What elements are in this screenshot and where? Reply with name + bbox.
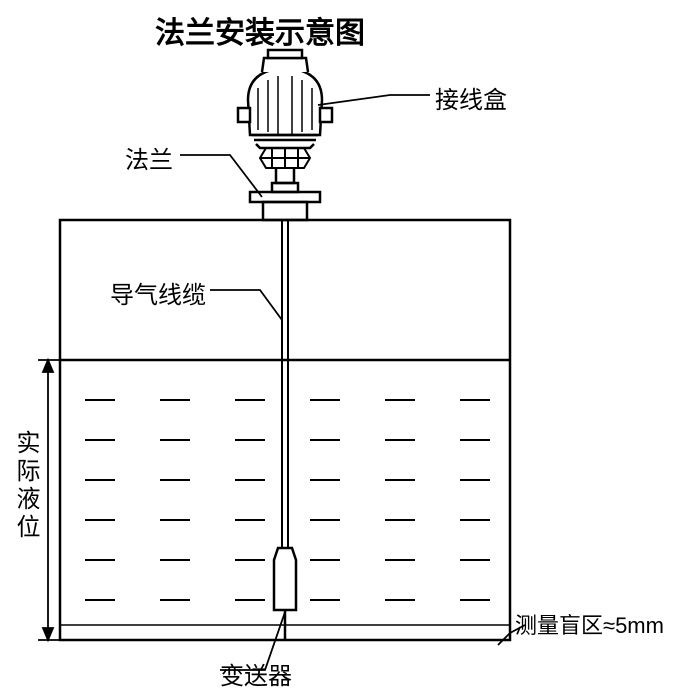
flange-label: 法兰 — [125, 140, 173, 175]
leader-flange — [180, 155, 262, 197]
air-cable-label: 导气线缆 — [110, 275, 206, 310]
actual-level-label: 实际液位 — [8, 430, 43, 542]
leader-air-cable — [210, 290, 282, 320]
diagram-svg — [0, 0, 700, 700]
transmitter-probe — [274, 548, 296, 640]
hex-nut — [260, 148, 310, 168]
blind-zone-label: 测量盲区≈5mm — [515, 608, 664, 640]
transmitter-label: 变送器 — [220, 656, 292, 691]
junction-box-label: 接线盒 — [435, 80, 507, 115]
leader-junction-box — [318, 95, 430, 105]
junction-box — [238, 50, 332, 148]
